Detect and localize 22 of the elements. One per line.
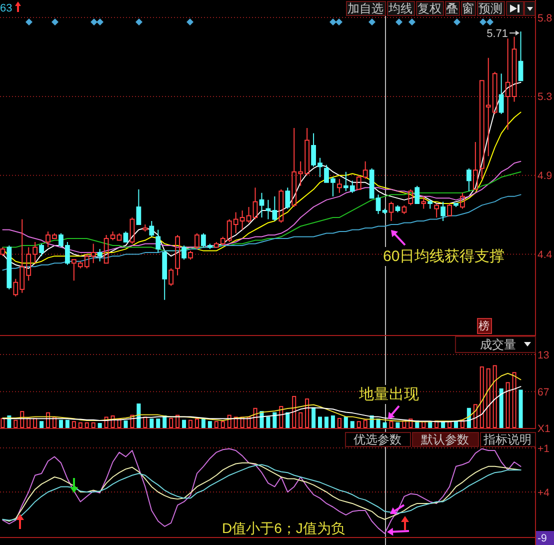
annotation: -9 [538,532,547,544]
annotation: X1 [538,423,550,435]
annotation: 60日均线获得支撑 [383,248,505,265]
annotation: +4 [538,487,550,499]
button: 优选参数 [345,432,411,447]
annotation: 63 [0,2,12,14]
button: 复权 [416,1,444,16]
button: 默认参数 [412,432,479,447]
button: 均线 [387,1,415,16]
button: 预测 [477,1,505,16]
annotation: 地量出现 [359,386,419,403]
annotation: D值小于6；J值为负 [222,520,345,536]
annotation: +1 [538,443,550,455]
annotation: 13 [538,350,550,362]
button: 榜 [477,318,492,334]
button: 指标说明 [480,432,536,447]
button: 叠 [445,1,460,16]
annotation: 5.71 [486,28,508,40]
button: 窗 [461,1,476,16]
button: 成交量 [455,336,536,353]
button: 加自选 [346,1,386,16]
annotation: 67 [538,386,550,398]
